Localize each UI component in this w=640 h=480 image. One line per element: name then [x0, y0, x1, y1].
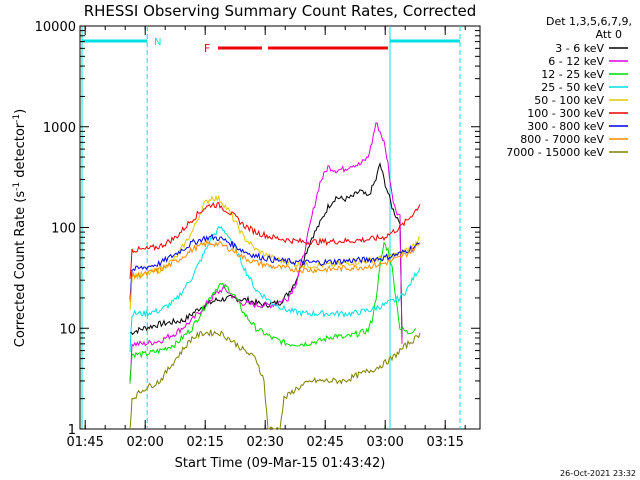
x-tick-label: 01:45: [66, 435, 103, 450]
x-tick-label: 02:45: [306, 435, 343, 450]
plot-frame: [79, 25, 481, 430]
series-line: [129, 329, 421, 430]
y-tick-label: 1: [68, 423, 76, 438]
night-annotation: N: [154, 37, 161, 48]
y-axis-label-end: ): [13, 109, 28, 114]
x-tick-label: 02:15: [186, 435, 223, 450]
series-line: [129, 233, 421, 300]
y-tick-label: 100: [51, 222, 76, 237]
series-line: [129, 201, 421, 279]
y-axis-label: Corrected Count Rate (s-1 detector-1): [12, 109, 28, 347]
series-line: [129, 161, 403, 339]
y-tick-label: 1000: [43, 121, 76, 136]
series-lines: [129, 122, 421, 430]
legend-label: 7000 - 15000 keV: [506, 146, 604, 159]
y-tick-label: 10: [59, 322, 76, 337]
legend-label: 50 - 100 keV: [534, 94, 604, 107]
chart-title: RHESSI Observing Summary Count Rates, Co…: [84, 2, 477, 20]
legend-label: 12 - 25 keV: [541, 68, 604, 81]
y-axis-ticks: 1 10 100 1000 10000: [35, 20, 480, 438]
x-tick-label: 02:00: [126, 435, 163, 450]
legend-label: 800 - 7000 keV: [520, 133, 604, 146]
series-line: [129, 241, 417, 384]
timestamp: 26-Oct-2021 23:32: [560, 469, 636, 478]
y-axis-label-sup2: -1: [12, 114, 22, 123]
x-tick-label: 03:00: [366, 435, 403, 450]
series-line: [129, 240, 421, 303]
legend-header-2: Att 0: [596, 28, 622, 41]
legend-label: 3 - 6 keV: [555, 42, 604, 55]
y-axis-label-mid: detector: [13, 122, 28, 182]
flare-annotation: F: [204, 42, 210, 55]
series-line: [129, 122, 403, 381]
legend-header-1: Det 1,3,5,6,7,9,: [546, 15, 632, 28]
y-tick-label: 10000: [35, 20, 76, 35]
legend-label: 25 - 50 keV: [541, 81, 604, 94]
series-line: [129, 194, 421, 311]
y-axis-label-sup1: -1: [12, 182, 22, 191]
x-tick-label: 03:15: [426, 435, 463, 450]
x-tick-label: 02:30: [246, 435, 283, 450]
legend-label: 100 - 300 keV: [527, 107, 604, 120]
legend-label: 6 - 12 keV: [548, 55, 604, 68]
y-axis-label-main: Corrected Count Rate (s: [13, 191, 28, 348]
x-axis-ticks: 01:45 02:00 02:15 02:30 02:45 03:00 03:15: [66, 26, 466, 450]
legend-label: 300 - 800 keV: [527, 120, 604, 133]
x-axis-label: Start Time (09-Mar-15 01:43:42): [175, 456, 386, 471]
series-line: [129, 225, 421, 353]
